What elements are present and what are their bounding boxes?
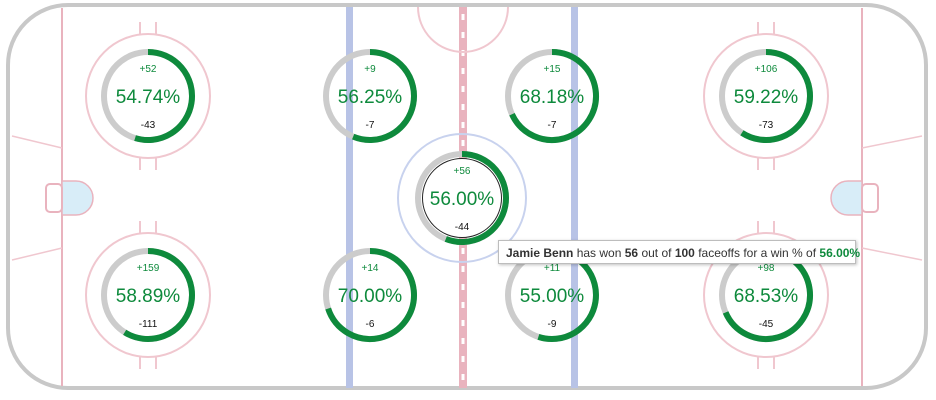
zone-faceoff-circle [85,33,211,159]
won-arc [134,49,195,143]
center-line-dash [461,104,465,110]
won-arc [352,49,417,143]
center-line-dash [461,302,465,308]
faceoffs-lost-label: -9 [548,319,557,330]
blue-line-left [346,7,353,388]
center-line-dash [461,86,465,92]
zone-faceoff-circle [85,232,211,358]
faceoffs-won-label: +52 [140,64,157,75]
faceoffs-won-label: +11 [544,263,561,274]
win-percentage-label: 56.25% [338,87,403,108]
center-line-dash [461,140,465,146]
hover-highlight-ring [422,158,502,238]
goal-crease-right [830,180,863,216]
zone-faceoff-circle [703,33,829,159]
center-line-dash [461,248,465,254]
faceoffs-won-label: +14 [362,263,379,274]
faceoff-dot-left-top[interactable]: +52 54.74% -43 [85,22,211,170]
faceoffs-lost-label: -73 [759,120,774,131]
center-line-dash [461,374,465,380]
referee-crease [417,6,509,53]
tooltip-text-for: faceoffs for a win % of [698,246,817,260]
center-circle [397,133,527,263]
faceoffs-won-label: +9 [364,64,376,75]
faceoffs-won-label: +106 [755,64,778,75]
tooltip-pct: 56.00% [819,246,861,260]
win-percentage-label: 56.00% [430,189,495,210]
trapezoid-right-bottom [861,247,923,261]
faceoff-dot-center[interactable]: +56 56.00% -44 [415,151,509,245]
faceoffs-lost-label: -44 [455,222,470,233]
center-line-dash [461,284,465,290]
win-percentage-label: 70.00% [338,286,403,307]
faceoff-dot-neutral-left-top[interactable]: +9 56.25% -7 [323,49,417,143]
tooltip-total: 100 [674,246,695,260]
center-line-dash [461,14,465,20]
center-line-dash [461,68,465,74]
won-arc [740,49,813,143]
goal-net-right [861,183,879,213]
faceoffs-won-label: +98 [758,263,775,274]
trapezoid-left-bottom [11,247,63,261]
won-arc [325,248,417,342]
faceoffs-lost-label: -111 [139,319,158,330]
won-arc [123,248,195,342]
trapezoid-right-top [861,135,923,149]
zone-faceoff-circle [703,232,829,358]
faceoffs-won-label: +15 [544,64,561,75]
faceoff-dot-neutral-left-bottom[interactable]: +14 70.00% -6 [323,248,417,342]
faceoffs-lost-label: -7 [366,120,375,131]
faceoff-dot-neutral-right-top[interactable]: +15 68.18% -7 [505,49,599,143]
faceoffs-lost-label: -7 [548,120,557,131]
faceoff-dot-right-top[interactable]: +106 59.22% -73 [703,22,829,170]
win-percentage-label: 54.74% [116,87,181,108]
trapezoid-left-top [11,135,63,149]
blue-line-right [571,7,578,388]
goal-net-left [45,183,63,213]
center-line-dash [461,320,465,326]
tooltip-won: 56 [624,246,639,260]
faceoffs-lost-label: -43 [141,120,156,131]
faceoff-tooltip: Jamie Benn has won 56 out of 100 faceoff… [498,240,860,264]
faceoffs-won-label: +159 [137,263,160,274]
center-line-dash [461,32,465,38]
goal-crease-left [61,180,94,216]
center-line-dash [461,338,465,344]
faceoffs-lost-label: -6 [366,319,375,330]
tooltip-text-outof: out of [641,246,672,260]
win-percentage-label: 55.00% [520,286,585,307]
center-line-dash [461,266,465,272]
win-percentage-label: 68.18% [520,87,585,108]
won-arc [444,151,509,245]
faceoffs-lost-label: -45 [759,319,774,330]
win-percentage-label: 58.89% [116,286,181,307]
won-arc [509,49,599,143]
faceoff-dot-left-bottom[interactable]: +159 58.89% -111 [85,221,211,369]
win-percentage-label: 68.53% [734,286,799,307]
tooltip-text-won: has won [576,246,622,260]
faceoffs-won-label: +56 [454,166,471,177]
center-line-dash [461,356,465,362]
win-percentage-label: 59.22% [734,87,799,108]
tooltip-player: Jamie Benn [506,246,574,260]
center-line-dash [461,122,465,128]
